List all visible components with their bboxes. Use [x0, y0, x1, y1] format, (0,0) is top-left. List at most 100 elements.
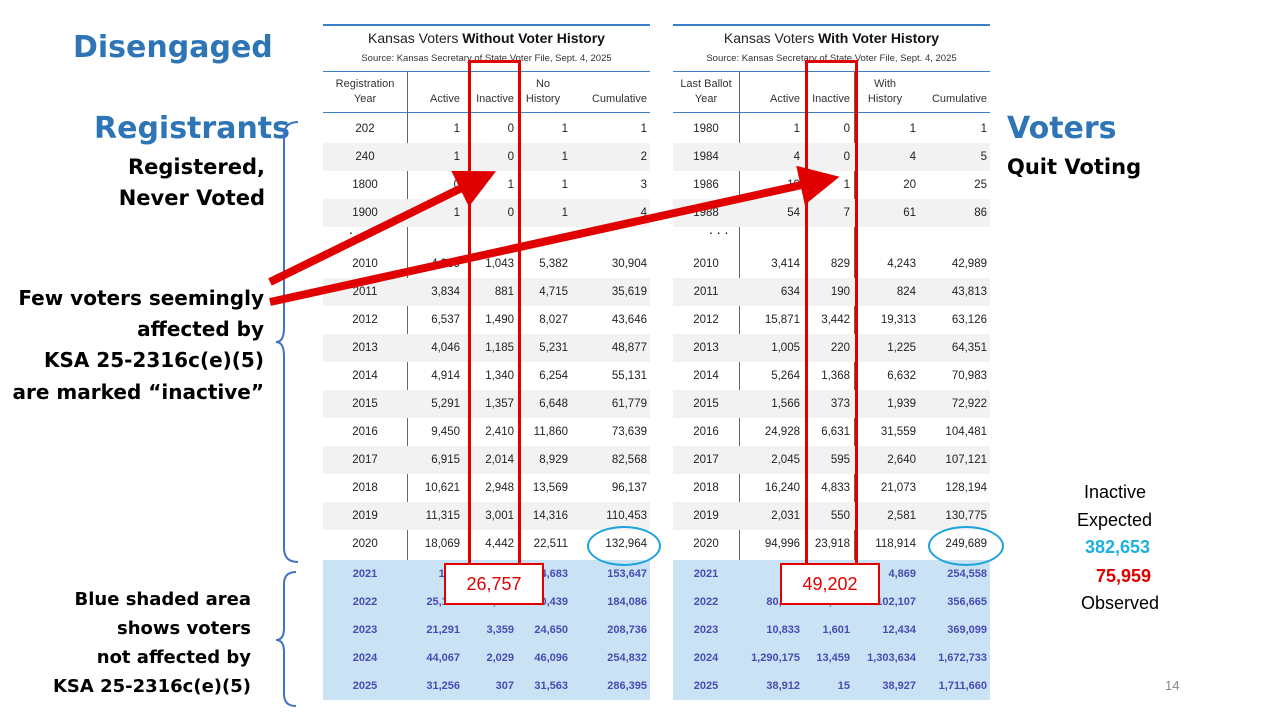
cell-inactive: 15 — [837, 680, 850, 692]
note-line: KSA 25-2316c(e)(5) — [43, 348, 264, 372]
right-blue-area-total: 49,202 — [780, 563, 880, 605]
cell-cumulative: 86 — [974, 207, 987, 219]
cell-history: 13,569 — [532, 482, 568, 494]
table-row: 2019 2,031 550 2,581 130,775 — [673, 502, 990, 530]
cell-active: 94,996 — [764, 538, 800, 550]
cell-year: 2014 — [693, 370, 719, 382]
cell-cumulative: 25 — [974, 179, 987, 191]
cell-active: 18,069 — [424, 538, 460, 550]
cell-year: 2015 — [693, 398, 719, 410]
cell-inactive: 0 — [843, 151, 850, 163]
inactive-label: Inactive — [1084, 482, 1147, 502]
header-bottom-rule — [673, 112, 990, 113]
table-row: 2012 6,537 1,490 8,027 43,646 — [323, 306, 650, 334]
header-year-line2: Year — [353, 93, 377, 105]
cell-cumulative: 254,558 — [947, 568, 987, 580]
cell-active: 11,315 — [425, 510, 460, 522]
brackets-layer — [275, 121, 299, 707]
cell-inactive: 4,833 — [821, 482, 850, 494]
cell-history: 1,939 — [887, 398, 916, 410]
cell-inactive: 1,490 — [485, 314, 514, 326]
cell-inactive: 1,340 — [485, 370, 514, 382]
note-line: are marked “inactive” — [12, 380, 264, 404]
cell-history: 61 — [903, 207, 916, 219]
cell-inactive: 7 — [843, 207, 850, 219]
cell-cumulative: 5 — [980, 151, 987, 163]
cell-history: 31,563 — [534, 680, 568, 692]
cell-year: 2018 — [693, 482, 719, 494]
cell-cumulative: 35,619 — [611, 286, 647, 298]
table-row: 2016 24,928 6,631 31,559 104,481 — [673, 418, 990, 446]
cell-cumulative: 286,395 — [607, 680, 647, 692]
cell-cumulative: 64,351 — [951, 342, 987, 354]
table-title-bold: With Voter History — [818, 30, 940, 46]
right-inactive-highlight — [805, 60, 858, 576]
cell-active: 9,450 — [431, 426, 460, 438]
header-active: Active — [430, 93, 460, 105]
cell-cumulative: 82,568 — [611, 454, 647, 466]
cell-inactive: 1,368 — [821, 370, 850, 382]
cell-history: 8,929 — [539, 454, 568, 466]
cell-active: 1,290,175 — [751, 652, 800, 664]
table-row: 240 1 0 1 2 — [323, 143, 650, 171]
cell-inactive: 0 — [507, 123, 514, 135]
table-row: 2019 11,315 3,001 14,316 110,453 — [323, 502, 650, 530]
cell-cumulative: 104,481 — [945, 426, 987, 438]
header-history-line1: No — [535, 78, 551, 90]
table-row: 2013 1,005 220 1,225 64,351 — [673, 334, 990, 362]
cell-year: 2011 — [352, 286, 378, 298]
cell-year: 2017 — [693, 454, 719, 466]
cell-inactive: 23,918 — [814, 538, 850, 550]
cell-active: 1 — [453, 123, 460, 135]
cell-active: 24,928 — [764, 426, 800, 438]
cell-year: 2024 — [693, 652, 719, 664]
cell-cumulative: 1 — [980, 123, 987, 135]
cell-cumulative: 130,775 — [945, 510, 987, 522]
cell-history: 1,225 — [887, 342, 916, 354]
cell-active: 2,045 — [771, 454, 800, 466]
cell-cumulative: 4 — [640, 207, 647, 219]
cell-cumulative: 128,194 — [945, 482, 987, 494]
cell-history: 824 — [896, 286, 916, 298]
registrants-sub-1: Registered, — [127, 155, 265, 179]
cell-cumulative: 2 — [640, 151, 647, 163]
cell-history: 11,860 — [533, 426, 568, 438]
table-row: 1980 1 0 1 1 — [673, 115, 990, 143]
cell-active: 6,537 — [431, 314, 460, 326]
cell-active: 0 — [453, 179, 460, 191]
cell-year: 2019 — [693, 510, 719, 522]
cell-active: 3,414 — [771, 258, 800, 270]
cell-active: 1 — [793, 123, 800, 135]
column-divider — [407, 71, 408, 699]
cell-year: 2012 — [693, 314, 719, 326]
cell-inactive: 1,357 — [485, 398, 514, 410]
cell-history: 1 — [561, 123, 568, 135]
cell-cumulative: 1 — [640, 123, 647, 135]
ellipsis-row: . . . — [709, 221, 729, 237]
note-line: Blue shaded area — [74, 589, 251, 610]
cell-history: 4,869 — [888, 568, 916, 580]
registrants-heading: Registrants — [94, 111, 290, 146]
header-inactive: Inactive — [476, 93, 514, 105]
cell-cumulative: 110,453 — [606, 510, 647, 522]
cell-history: 102,107 — [876, 596, 916, 608]
left-inactive-highlight — [468, 60, 521, 576]
cell-history: 1 — [909, 123, 916, 135]
cell-history: 20 — [903, 179, 916, 191]
cell-active: 1 — [453, 151, 460, 163]
table-row: 2014 4,914 1,340 6,254 55,131 — [323, 362, 650, 390]
cell-history: 24,650 — [534, 624, 568, 636]
registrants-sub-2: Never Voted — [118, 186, 265, 210]
cell-cumulative: 43,646 — [611, 314, 647, 326]
cell-year: 1986 — [693, 179, 719, 191]
observed-value: 75,959 — [1096, 566, 1152, 586]
cell-active: 634 — [780, 286, 800, 298]
cell-active: 38,912 — [766, 680, 800, 692]
table-row: 2015 5,291 1,357 6,648 61,779 — [323, 390, 650, 418]
cell-inactive: 829 — [830, 258, 850, 270]
header-year-line1: Last Ballot — [680, 78, 732, 90]
cell-inactive: 6,631 — [821, 426, 850, 438]
cell-year: 2025 — [352, 680, 378, 692]
table-row: 2014 5,264 1,368 6,632 70,983 — [673, 362, 990, 390]
cell-history: 4,683 — [540, 568, 568, 580]
